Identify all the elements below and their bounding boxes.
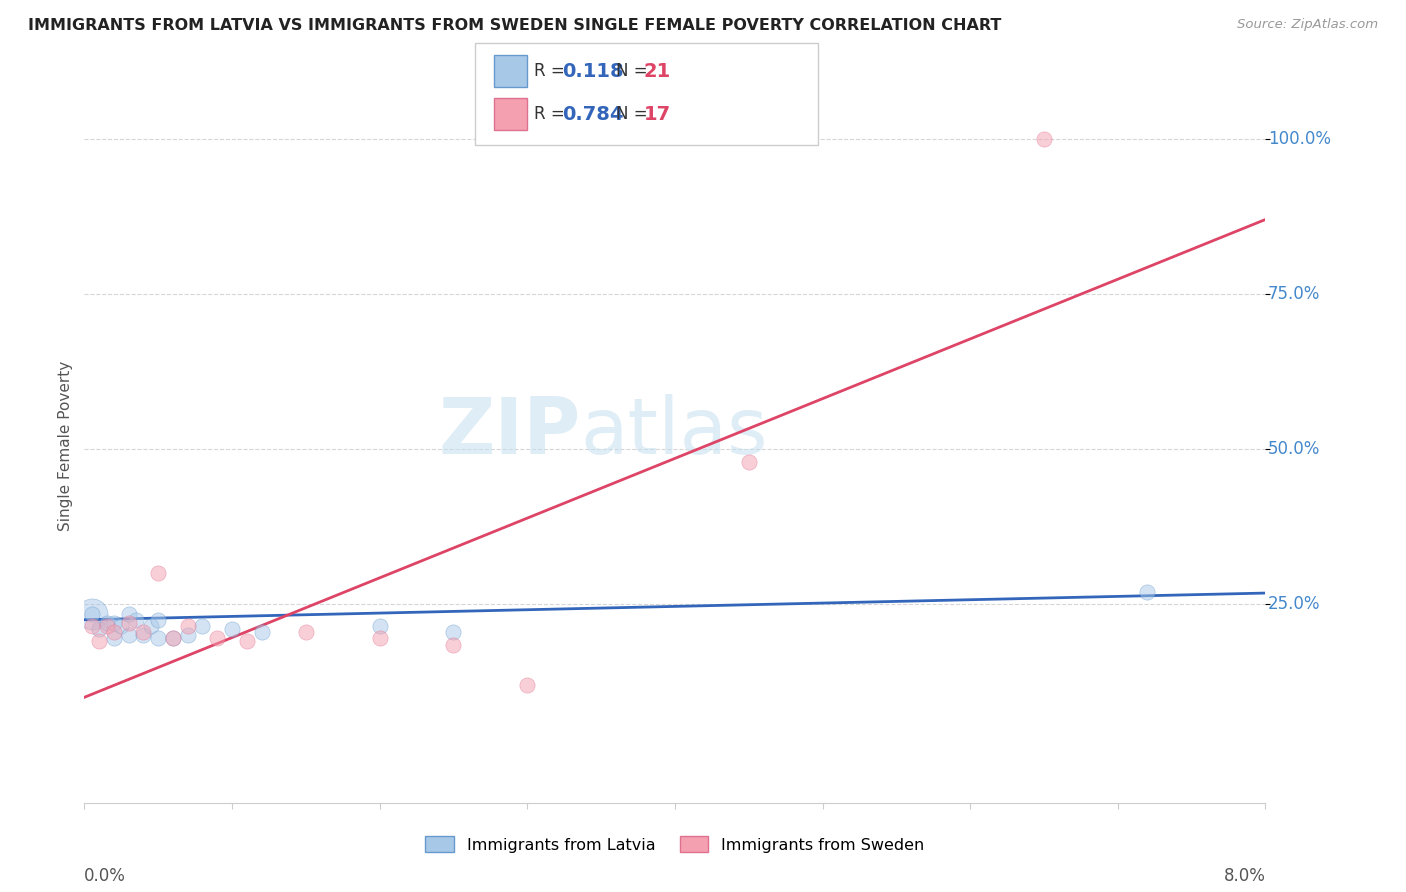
Text: 75.0%: 75.0% xyxy=(1268,285,1320,303)
Point xyxy=(132,628,155,642)
Point xyxy=(443,638,465,652)
Point xyxy=(443,625,465,640)
Point xyxy=(80,607,103,621)
Text: 50.0%: 50.0% xyxy=(1268,440,1320,458)
Point xyxy=(110,619,132,633)
Point xyxy=(1136,584,1159,599)
Y-axis label: Single Female Poverty: Single Female Poverty xyxy=(58,361,73,531)
Point xyxy=(250,625,273,640)
Point xyxy=(96,615,118,630)
Point xyxy=(207,632,229,646)
Point xyxy=(148,566,170,581)
Point xyxy=(516,678,538,692)
Point xyxy=(139,619,162,633)
Point xyxy=(87,622,111,636)
Text: N =: N = xyxy=(616,62,652,80)
Point xyxy=(103,615,125,630)
Point xyxy=(162,632,184,646)
Point xyxy=(235,634,259,648)
Point xyxy=(80,619,103,633)
Point xyxy=(177,619,200,633)
Point xyxy=(368,619,391,633)
Point xyxy=(103,625,125,640)
Point xyxy=(368,632,391,646)
Text: Source: ZipAtlas.com: Source: ZipAtlas.com xyxy=(1237,18,1378,31)
Point xyxy=(118,628,141,642)
Text: 0.0%: 0.0% xyxy=(84,867,127,885)
Text: 100.0%: 100.0% xyxy=(1268,130,1330,148)
Text: 21: 21 xyxy=(644,62,671,80)
Point xyxy=(96,619,118,633)
Text: 17: 17 xyxy=(644,105,671,124)
Point xyxy=(118,615,141,630)
Point xyxy=(295,625,318,640)
Point xyxy=(738,454,761,468)
Point xyxy=(148,632,170,646)
Text: R =: R = xyxy=(534,62,571,80)
Text: 25.0%: 25.0% xyxy=(1268,595,1320,613)
Point xyxy=(1033,132,1056,146)
Point xyxy=(103,632,125,646)
Point xyxy=(191,619,214,633)
Text: IMMIGRANTS FROM LATVIA VS IMMIGRANTS FROM SWEDEN SINGLE FEMALE POVERTY CORRELATI: IMMIGRANTS FROM LATVIA VS IMMIGRANTS FRO… xyxy=(28,18,1001,33)
Point xyxy=(148,613,170,627)
Text: N =: N = xyxy=(616,105,652,123)
Point xyxy=(118,607,141,621)
Text: 8.0%: 8.0% xyxy=(1223,867,1265,885)
Text: R =: R = xyxy=(534,105,571,123)
Point xyxy=(87,634,111,648)
Point xyxy=(162,632,184,646)
Text: 0.784: 0.784 xyxy=(562,105,624,124)
Point xyxy=(132,625,155,640)
Point xyxy=(177,628,200,642)
Text: atlas: atlas xyxy=(581,393,768,470)
Text: ZIP: ZIP xyxy=(439,393,581,470)
Legend: Immigrants from Latvia, Immigrants from Sweden: Immigrants from Latvia, Immigrants from … xyxy=(419,830,931,859)
Point xyxy=(221,622,243,636)
Point xyxy=(80,607,103,621)
Text: 0.118: 0.118 xyxy=(562,62,624,80)
Point xyxy=(125,613,148,627)
